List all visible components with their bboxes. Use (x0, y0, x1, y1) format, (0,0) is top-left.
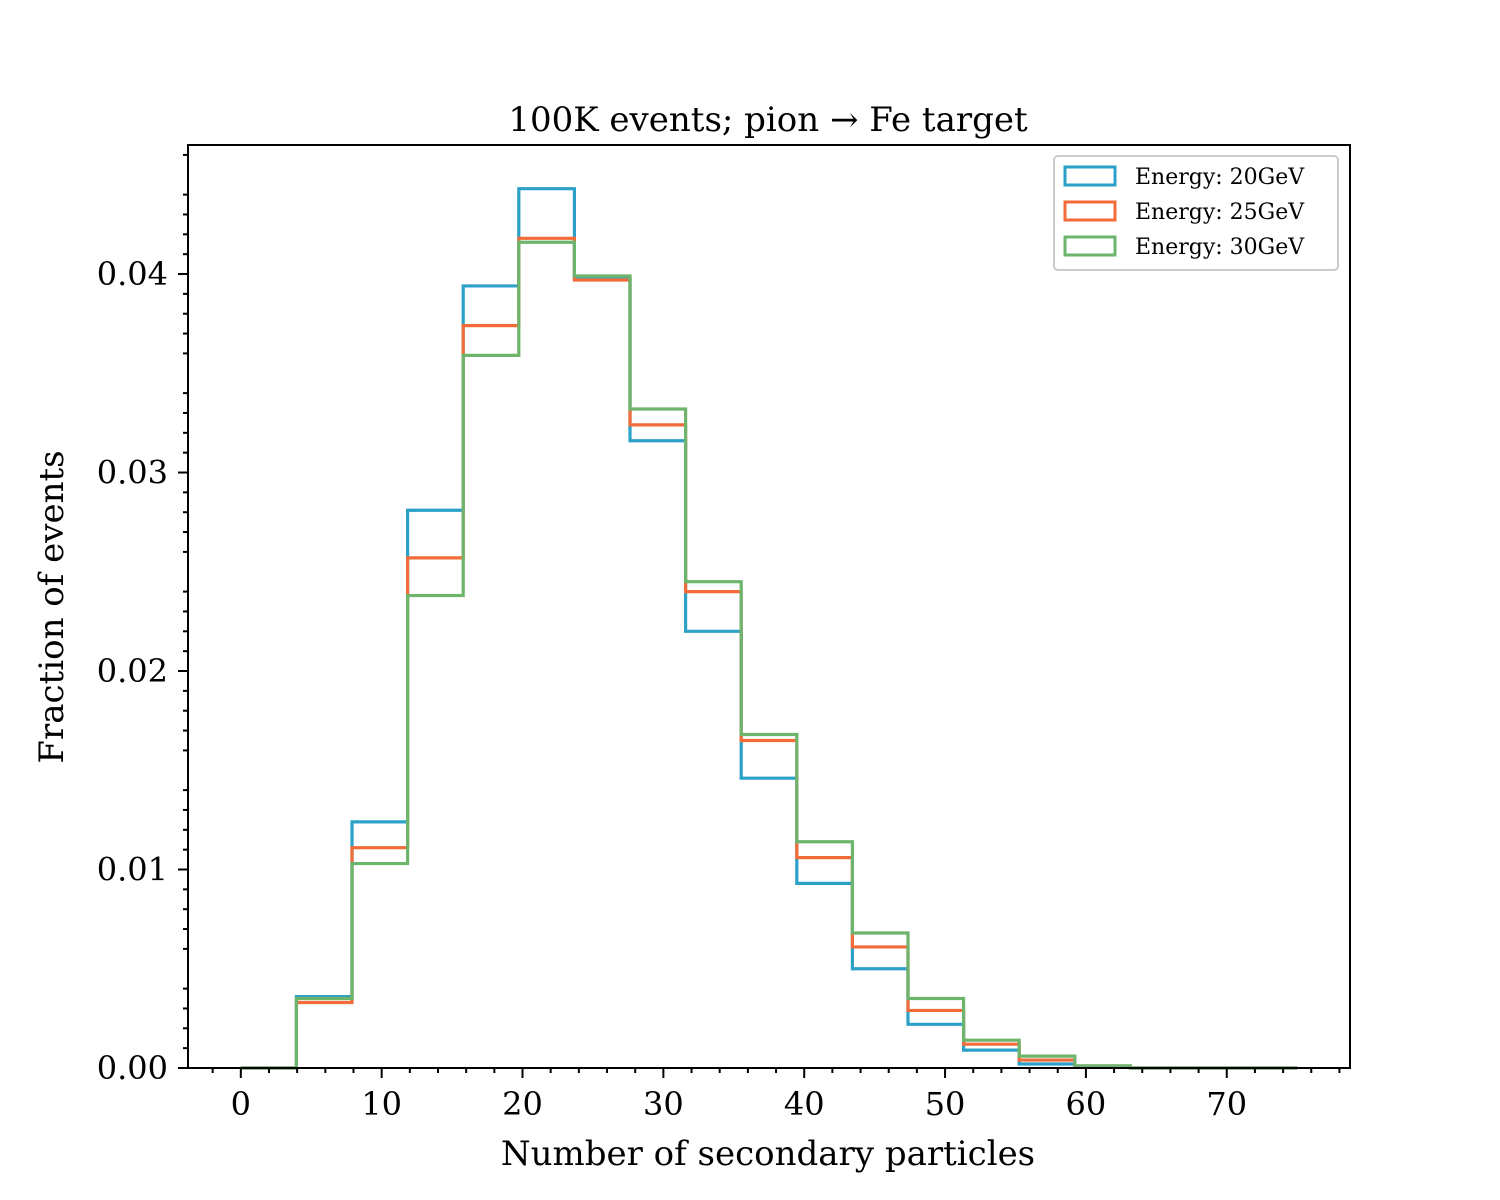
legend-box (1053, 155, 1339, 271)
x-tick-label: 70 (1206, 1085, 1247, 1123)
y-tick-label: 0.04 (97, 255, 168, 293)
x-tick-label: 50 (925, 1085, 966, 1123)
plot-area (240, 187, 1298, 1070)
y-tick-label: 0.03 (97, 454, 168, 492)
x-tick-label: 40 (784, 1085, 825, 1123)
y-tick-label: 0.01 (97, 851, 168, 889)
legend-label: Energy: 20GeV (1135, 165, 1305, 190)
legend-swatch (1063, 165, 1117, 187)
x-tick-label: 60 (1066, 1085, 1107, 1123)
legend-label: Energy: 30GeV (1135, 235, 1305, 260)
x-tick-label: 20 (502, 1085, 543, 1123)
y-axis: 0.00 0.01 0.02 0.03 0.04 (97, 153, 188, 1087)
plot-frame (187, 144, 1351, 1069)
legend: Energy: 20GeV Energy: 25GeV Energy: 30GeV (1053, 155, 1339, 271)
x-tick-label: 10 (361, 1085, 402, 1123)
y-tick-label: 0.02 (97, 652, 168, 690)
x-tick-label: 0 (231, 1085, 251, 1123)
legend-swatch (1063, 200, 1117, 222)
legend-swatch (1063, 235, 1117, 257)
x-axis: 0 10 20 30 40 50 60 70 (211, 1068, 1341, 1123)
chart-title: 100K events; pion → Fe target (508, 100, 1028, 140)
y-tick-label: 0.00 (97, 1049, 168, 1087)
series-3-step-line (240, 240, 1298, 1070)
legend-label: Energy: 25GeV (1135, 200, 1305, 225)
y-axis-label: Fraction of events (32, 450, 72, 763)
x-tick-label: 30 (643, 1085, 684, 1123)
x-axis-label: Number of secondary particles (501, 1134, 1035, 1174)
